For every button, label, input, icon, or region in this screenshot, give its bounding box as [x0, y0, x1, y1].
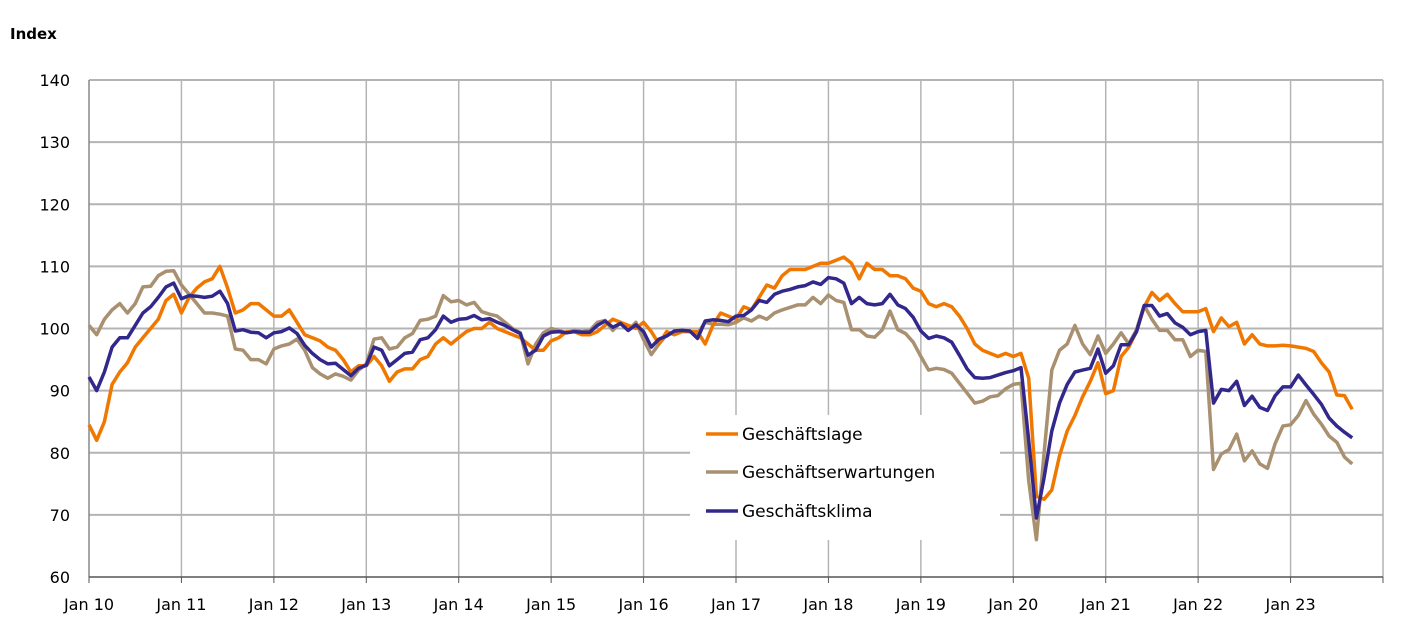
y-tick-label: 120: [39, 195, 70, 214]
x-tick-label: Jan 16: [618, 595, 669, 614]
x-tick-label: Jan 19: [895, 595, 946, 614]
x-tick-label: Jan 11: [155, 595, 206, 614]
x-tick-label: Jan 22: [1172, 595, 1223, 614]
legend: Geschäftslage Geschäftserwartungen Gesch…: [690, 415, 1000, 540]
x-tick-label: Jan 15: [525, 595, 576, 614]
series-line-geschaeftsklima: [87, 275, 1354, 520]
x-tick-label: Jan 14: [433, 595, 484, 614]
y-tick-label: 110: [39, 257, 70, 276]
x-tick-label: Jan 12: [248, 595, 299, 614]
x-tick-label: Jan 21: [1080, 595, 1131, 614]
legend-label-geschaeftserwartungen: Geschäftserwartungen: [742, 463, 935, 483]
y-axis: 60 70 80 90 100 110 120 130 140: [39, 71, 70, 587]
x-tick-label: Jan 13: [340, 595, 391, 614]
y-tick-label: 90: [50, 382, 70, 401]
series-lines: [87, 255, 1354, 542]
y-tick-label: 140: [39, 71, 70, 90]
legend-background: [690, 415, 1000, 540]
y-tick-label: 100: [39, 320, 70, 339]
y-tick-label: 70: [50, 506, 70, 525]
x-tick-label: Jan 17: [710, 595, 761, 614]
y-tick-label: 130: [39, 133, 70, 152]
x-tick-label: Jan 18: [802, 595, 853, 614]
x-axis: Jan 10 Jan 11 Jan 12 Jan 13 Jan 14 Jan 15 Jan …: [63, 576, 1384, 614]
x-tick-label: Jan 23: [1265, 595, 1316, 614]
legend-label-geschaeftslage: Geschäftslage: [742, 425, 863, 445]
y-tick-label: 60: [50, 568, 70, 587]
x-tick-label: Jan 10: [63, 595, 114, 614]
y-axis-label: Index: [10, 25, 57, 43]
legend-label-geschaeftsklima: Geschäftsklima: [742, 502, 873, 522]
x-tick-label: Jan 20: [987, 595, 1038, 614]
y-tick-label: 80: [50, 444, 70, 463]
